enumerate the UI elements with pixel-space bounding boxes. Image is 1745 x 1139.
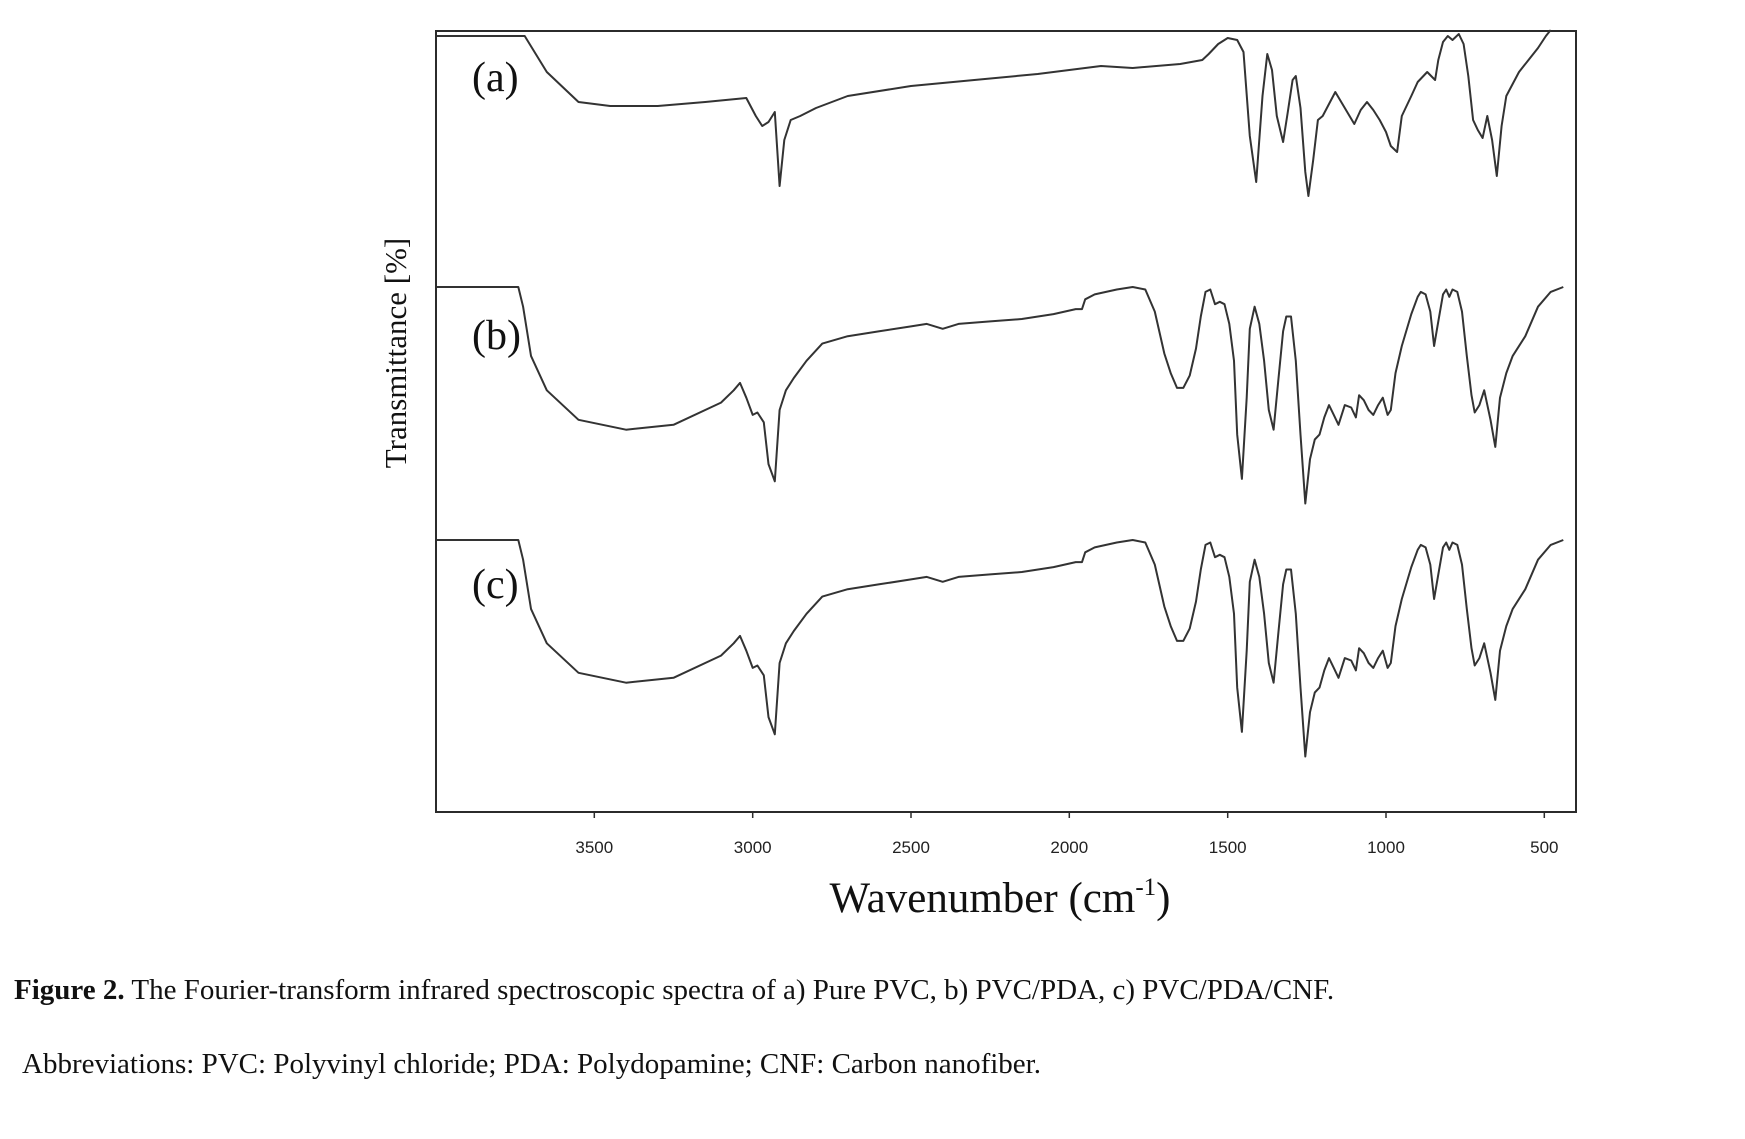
- x-axis-label: Wavenumber (cm-1): [830, 874, 1171, 922]
- figure-caption-text: The Fourier-transform infrared spectrosc…: [124, 974, 1335, 1006]
- x-tick-label: 2500: [892, 838, 930, 857]
- plot-frame: [435, 30, 1577, 813]
- spectrum-line-c: [437, 539, 1564, 758]
- x-tick-label: 1500: [1209, 838, 1247, 857]
- spectrum-line-a: [437, 29, 1552, 197]
- series-label-a: (a): [472, 55, 519, 101]
- x-tick-label: 3000: [734, 838, 772, 857]
- x-tick-label: 2000: [1050, 838, 1088, 857]
- panel-labels: (a) (b) (c): [472, 55, 521, 608]
- x-tick-label: 1000: [1367, 838, 1405, 857]
- figure-caption-label: Figure 2.: [14, 974, 125, 1006]
- x-axis-label-main: Wavenumber (cm: [830, 875, 1136, 922]
- x-axis-ticks: 3500 3000 2500 2000 1500 1000 500: [575, 812, 1558, 857]
- ftir-spectra-chart: 3500 3000 2500 2000 1500 1000 500 (a) (b) (c) Tr…: [378, 29, 1577, 922]
- x-axis-label-superscript: -1: [1135, 874, 1156, 901]
- x-tick-label: 3500: [575, 838, 613, 857]
- figure-caption: Figure 2. The Fourier-transform infrared…: [14, 973, 1739, 1008]
- series-layer: [437, 29, 1564, 758]
- series-label-b: (b): [472, 313, 521, 359]
- abbreviations-note: Abbreviations: PVC: Polyvinyl chloride; …: [22, 1048, 1041, 1080]
- x-tick-label: 500: [1530, 838, 1558, 857]
- y-axis-label: Transmittance [%]: [378, 238, 413, 468]
- spectrum-line-b: [437, 286, 1564, 505]
- series-label-c: (c): [472, 562, 519, 608]
- x-axis-label-close: ): [1156, 875, 1170, 922]
